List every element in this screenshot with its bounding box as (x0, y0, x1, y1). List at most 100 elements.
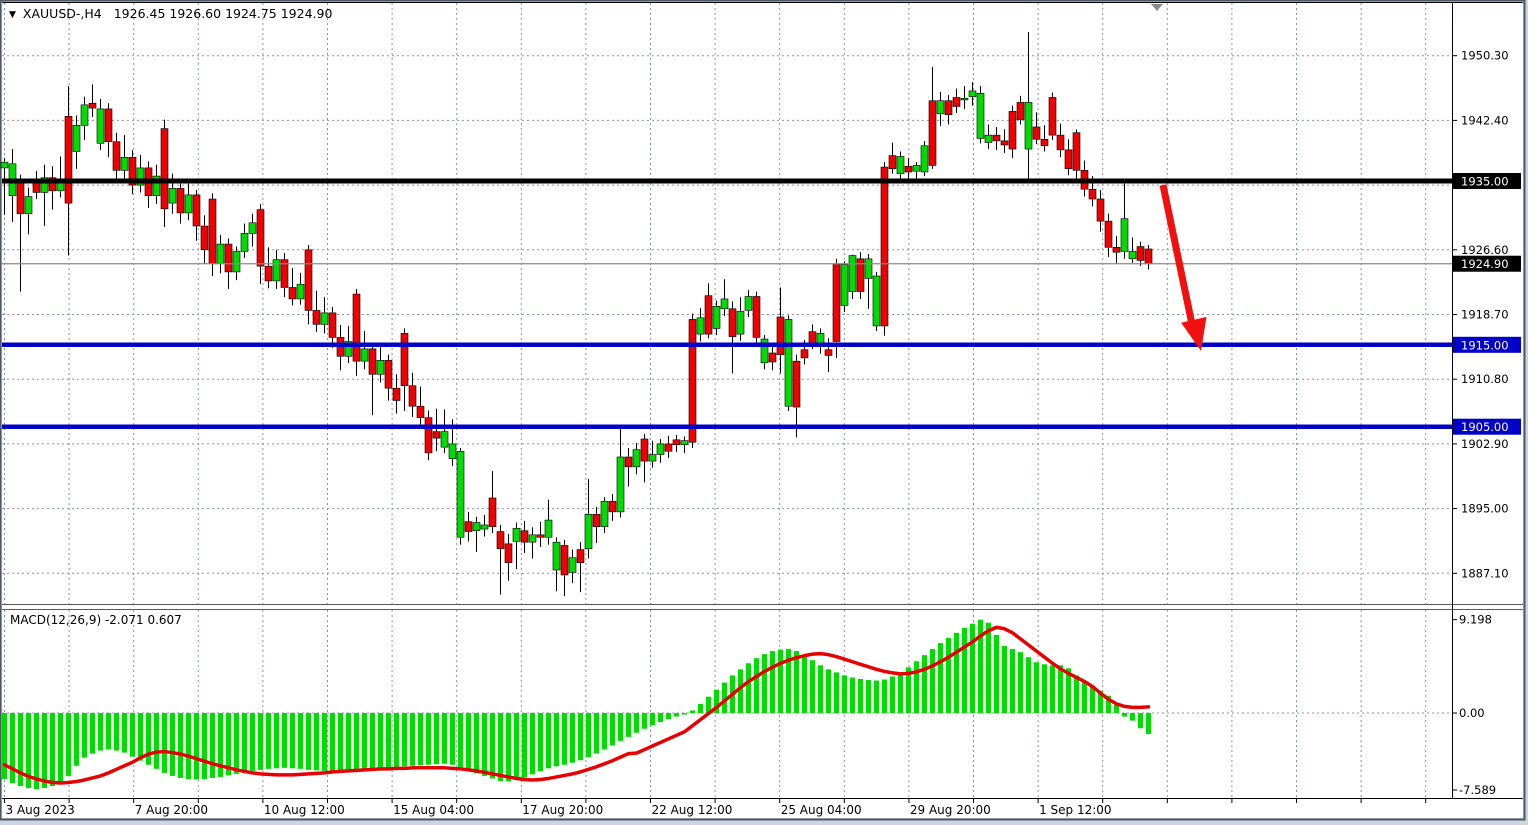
macd-bar (554, 713, 559, 767)
macd-bar (1042, 664, 1047, 713)
candle-body (408, 385, 417, 407)
price-label: 1950.30 (1461, 49, 1509, 63)
candle-body (264, 265, 273, 282)
macd-bar (202, 713, 207, 779)
macd-bar (98, 713, 103, 751)
macd-bar (274, 713, 279, 769)
time-label: 25 Aug 04:00 (781, 803, 862, 817)
macd-bar (210, 713, 215, 778)
macd-bar (922, 655, 927, 713)
candle-body (1120, 218, 1129, 252)
time-label: 1 Sep 12:00 (1039, 803, 1111, 817)
candle-body (96, 108, 105, 144)
macd-bar (122, 713, 127, 753)
symbol-period-label: XAUUSD-,H4 (22, 6, 102, 21)
macd-bar (834, 672, 839, 713)
macd-bar (946, 637, 951, 713)
candle-body (208, 198, 217, 265)
candle-body (912, 165, 921, 172)
macd-bar (954, 632, 959, 713)
macd-bar (602, 713, 607, 750)
macd-bar (130, 713, 135, 757)
macd-bar (258, 713, 263, 770)
macd-bar (826, 669, 831, 713)
macd-bar (738, 669, 743, 713)
macd-bar (626, 713, 631, 737)
candle-body (976, 93, 985, 139)
candle-body (1128, 251, 1137, 260)
macd-bar (178, 713, 183, 778)
candle-body (480, 524, 489, 530)
time-label: 17 Aug 20:00 (522, 803, 603, 817)
macd-bar (842, 675, 847, 713)
candle-body (992, 134, 1001, 142)
candle-body (432, 431, 441, 439)
macd-bar (378, 713, 383, 769)
macd-bar (266, 713, 271, 769)
candle-body (824, 349, 833, 356)
macd-bar (914, 661, 919, 713)
macd-bar (898, 672, 903, 713)
candle-body (1096, 198, 1105, 222)
macd-bar (1114, 704, 1119, 713)
macd-bar (1122, 713, 1127, 717)
candle-body (320, 312, 329, 325)
macd-bar (530, 713, 535, 775)
sell-arrow-shaft[interactable] (1159, 184, 1197, 330)
shift-marker-icon[interactable] (1151, 4, 1163, 11)
candle-body (256, 209, 265, 267)
macd-bar (34, 713, 39, 790)
macd-bar (82, 713, 87, 758)
macd-bar (362, 713, 367, 770)
macd-bar (938, 642, 943, 713)
macd-bar (674, 713, 679, 717)
macd-bar (354, 713, 359, 771)
candle-body (936, 100, 945, 115)
candle-body (928, 100, 937, 166)
candle-body (192, 194, 201, 227)
macd-bar (1082, 681, 1087, 713)
candle-body (280, 259, 289, 288)
candle-body (1136, 246, 1145, 261)
macd-bar (586, 713, 591, 758)
macd-bar (546, 713, 551, 769)
candle-body (896, 156, 905, 174)
price-label: 1887.10 (1461, 566, 1509, 580)
candle-body (664, 443, 673, 452)
macd-bar (18, 713, 23, 787)
macd-bar (474, 713, 479, 774)
macd-bar (138, 713, 143, 761)
candle-body (536, 534, 545, 538)
macd-bar (994, 634, 999, 713)
macd-bar (866, 680, 871, 713)
macd-bar (1138, 713, 1143, 729)
macd-bar (810, 660, 815, 713)
candle-body (672, 439, 681, 446)
macd-bar (26, 713, 31, 789)
candle-body (560, 545, 569, 576)
macd-bar (698, 703, 703, 713)
macd-bar (522, 713, 527, 778)
macd-bar (226, 713, 231, 776)
macd-bar (154, 713, 159, 769)
candle-body (984, 134, 993, 143)
candle-body (488, 497, 497, 527)
candle-body (1088, 188, 1097, 200)
macd-bar (754, 658, 759, 713)
candle-body (744, 296, 753, 311)
sell-arrow[interactable] (1159, 184, 1207, 351)
macd-bar (618, 713, 623, 741)
price-label: 1910.80 (1461, 372, 1509, 386)
candle-body (296, 283, 305, 300)
candle-body (448, 443, 457, 459)
macd-bar (298, 713, 303, 769)
candle-body (224, 243, 233, 273)
macd-bar (1010, 649, 1015, 713)
candle-body (1048, 97, 1057, 136)
sell-arrow-head[interactable] (1181, 316, 1207, 351)
candle-body (736, 310, 745, 335)
price-badge (1453, 418, 1521, 435)
time-label: 15 Aug 04:00 (393, 803, 474, 817)
candle-body (48, 177, 57, 192)
